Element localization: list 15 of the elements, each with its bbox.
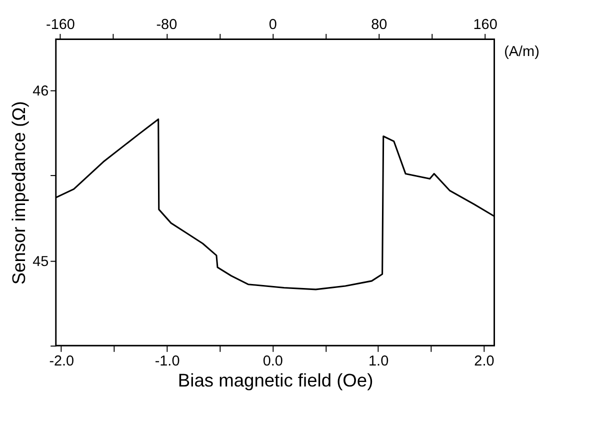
y-axis-title: Sensor impedance (Ω) (8, 101, 29, 285)
x2-tick-label: 160 (473, 17, 498, 34)
x2-axis-title: (A/m) (504, 44, 540, 60)
x2-tick-label: 80 (371, 17, 388, 34)
x2-tick-label: -160 (46, 17, 75, 34)
x2-tick-label: -80 (156, 17, 178, 34)
x-tick-label: 0.0 (262, 353, 283, 370)
y-tick-label: 45 (32, 254, 49, 270)
x-tick-label: 1.0 (368, 353, 389, 370)
x-tick-label: 2.0 (474, 353, 494, 370)
x-tick-label: -2.0 (49, 353, 74, 370)
x-tick-label: -1.0 (154, 353, 180, 370)
x-axis-title: Bias magnetic field (Oe) (178, 370, 374, 391)
y-tick-label: 46 (32, 84, 49, 100)
x2-tick-label: 0 (268, 17, 277, 34)
